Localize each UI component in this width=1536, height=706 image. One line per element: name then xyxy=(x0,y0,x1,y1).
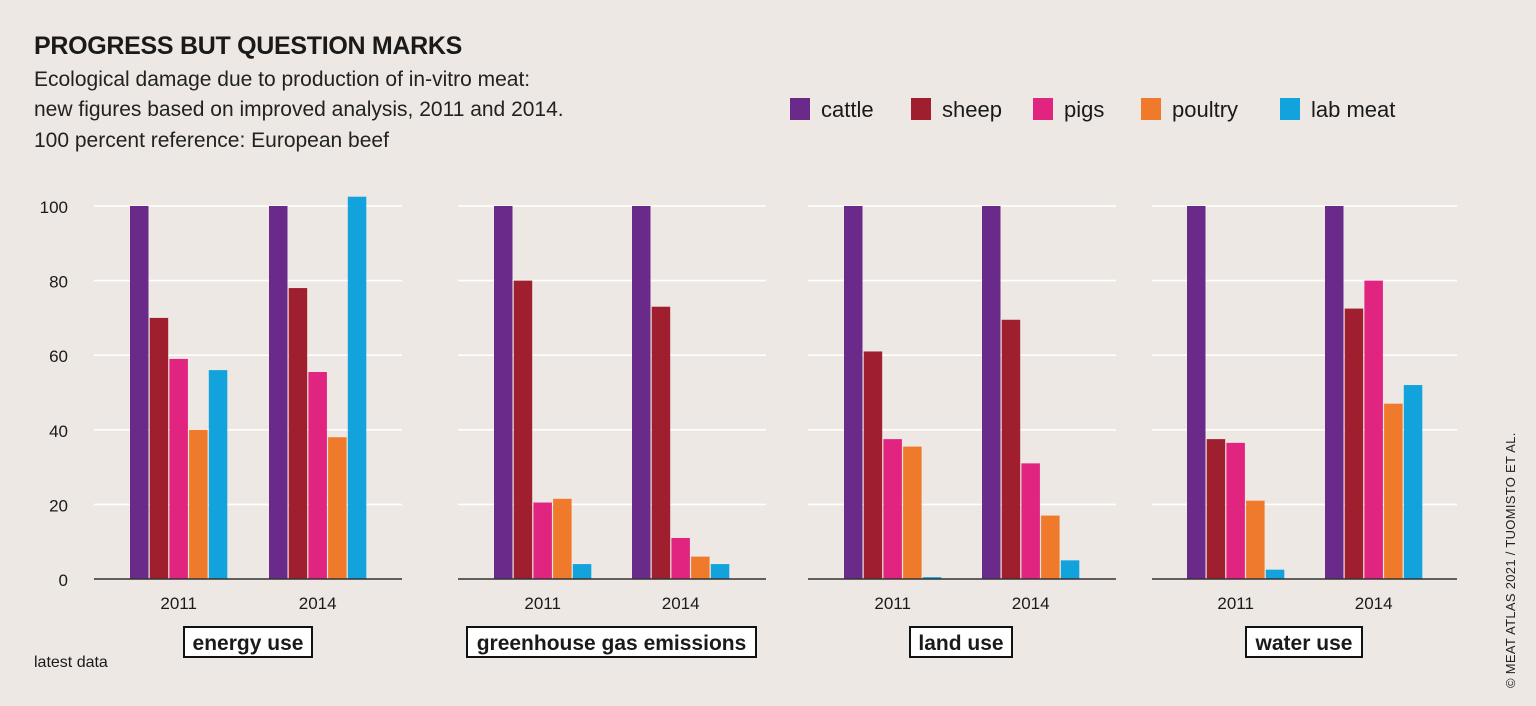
subtitle-line-2: new figures based on improved analysis, … xyxy=(34,98,564,121)
subtitle-line-3: 100 percent reference: European beef xyxy=(34,129,389,152)
bar-pigs-2014 xyxy=(1364,280,1383,579)
bar-lab-meat-2014 xyxy=(710,564,730,579)
bar-lab-meat-2014 xyxy=(347,196,367,580)
bar-cattle-2011 xyxy=(130,206,149,579)
bar-sheep-2014 xyxy=(288,288,308,579)
legend-swatch-lab-meat xyxy=(1280,98,1300,120)
chart-title: PROGRESS BUT QUESTION MARKS xyxy=(34,32,463,60)
source-credit: © MEAT ATLAS 2021 / TUOMISTO ET AL. xyxy=(1503,432,1518,688)
bar-sheep-2014 xyxy=(651,306,671,579)
legend-label-poultry: poultry xyxy=(1172,97,1239,122)
subtitle-line-1: Ecological damage due to production of i… xyxy=(34,68,531,91)
y-tick-label: 60 xyxy=(49,347,68,366)
panel-label-land-use: land use xyxy=(909,626,1013,658)
y-tick-label: 100 xyxy=(40,198,68,217)
y-tick-label: 20 xyxy=(49,496,68,515)
bar-poultry-2011 xyxy=(189,429,208,579)
bar-poultry-2014 xyxy=(328,437,347,579)
legend-label-sheep: sheep xyxy=(942,97,1002,122)
bar-cattle-2014 xyxy=(982,206,1001,579)
bar-lab-meat-2014 xyxy=(1060,560,1080,579)
panel-label-energy-use: energy use xyxy=(183,626,313,658)
x-tick-label: 2011 xyxy=(524,594,561,613)
bar-lab-meat-2011 xyxy=(572,564,592,579)
bar-cattle-2011 xyxy=(844,206,863,579)
bar-sheep-2011 xyxy=(863,351,883,579)
x-tick-label: 2014 xyxy=(662,594,700,613)
bar-poultry-2011 xyxy=(1246,500,1265,579)
bar-pigs-2011 xyxy=(533,502,552,579)
x-tick-label: 2011 xyxy=(160,594,197,613)
bar-poultry-2011 xyxy=(553,498,572,579)
bar-sheep-2011 xyxy=(513,280,533,579)
x-tick-label: 2014 xyxy=(1012,594,1050,613)
legend-swatch-sheep xyxy=(911,98,931,120)
legend-swatch-cattle xyxy=(790,98,810,120)
bar-pigs-2014 xyxy=(671,537,690,579)
bar-pigs-2011 xyxy=(1226,442,1245,579)
footnote: latest data xyxy=(34,654,108,671)
bar-lab-meat-2011 xyxy=(922,577,942,579)
bar-pigs-2011 xyxy=(883,439,902,579)
bar-cattle-2014 xyxy=(632,206,651,579)
bar-poultry-2014 xyxy=(1041,515,1060,579)
bar-cattle-2011 xyxy=(1187,206,1206,579)
bar-lab-meat-2011 xyxy=(1265,569,1285,579)
bar-cattle-2011 xyxy=(494,206,513,579)
legend-label-cattle: cattle xyxy=(821,97,874,122)
y-tick-label: 40 xyxy=(49,422,68,441)
panel-label-greenhouse-gas-emissions: greenhouse gas emissions xyxy=(466,626,757,658)
legend-swatch-pigs xyxy=(1033,98,1053,120)
bar-sheep-2011 xyxy=(1206,439,1226,579)
bar-sheep-2014 xyxy=(1001,319,1021,579)
legend-swatch-poultry xyxy=(1141,98,1161,120)
legend-label-lab-meat: lab meat xyxy=(1311,97,1396,122)
y-tick-label: 0 xyxy=(59,571,68,590)
bar-poultry-2011 xyxy=(903,446,922,579)
bar-lab-meat-2011 xyxy=(208,370,228,579)
x-tick-label: 2014 xyxy=(299,594,337,613)
bar-sheep-2014 xyxy=(1344,308,1364,579)
bar-sheep-2011 xyxy=(149,317,169,579)
bar-cattle-2014 xyxy=(269,206,288,579)
bar-pigs-2011 xyxy=(169,358,188,579)
bar-poultry-2014 xyxy=(691,556,710,579)
bar-lab-meat-2014 xyxy=(1403,385,1423,579)
legend-label-pigs: pigs xyxy=(1064,97,1105,122)
bar-pigs-2014 xyxy=(1021,463,1040,579)
bar-poultry-2014 xyxy=(1384,403,1403,579)
panel-label-water-use: water use xyxy=(1245,626,1363,658)
y-tick-label: 80 xyxy=(49,273,68,292)
x-tick-label: 2014 xyxy=(1355,594,1393,613)
bar-pigs-2014 xyxy=(308,371,327,579)
bar-cattle-2014 xyxy=(1325,206,1344,579)
x-tick-label: 2011 xyxy=(1217,594,1254,613)
x-tick-label: 2011 xyxy=(874,594,911,613)
